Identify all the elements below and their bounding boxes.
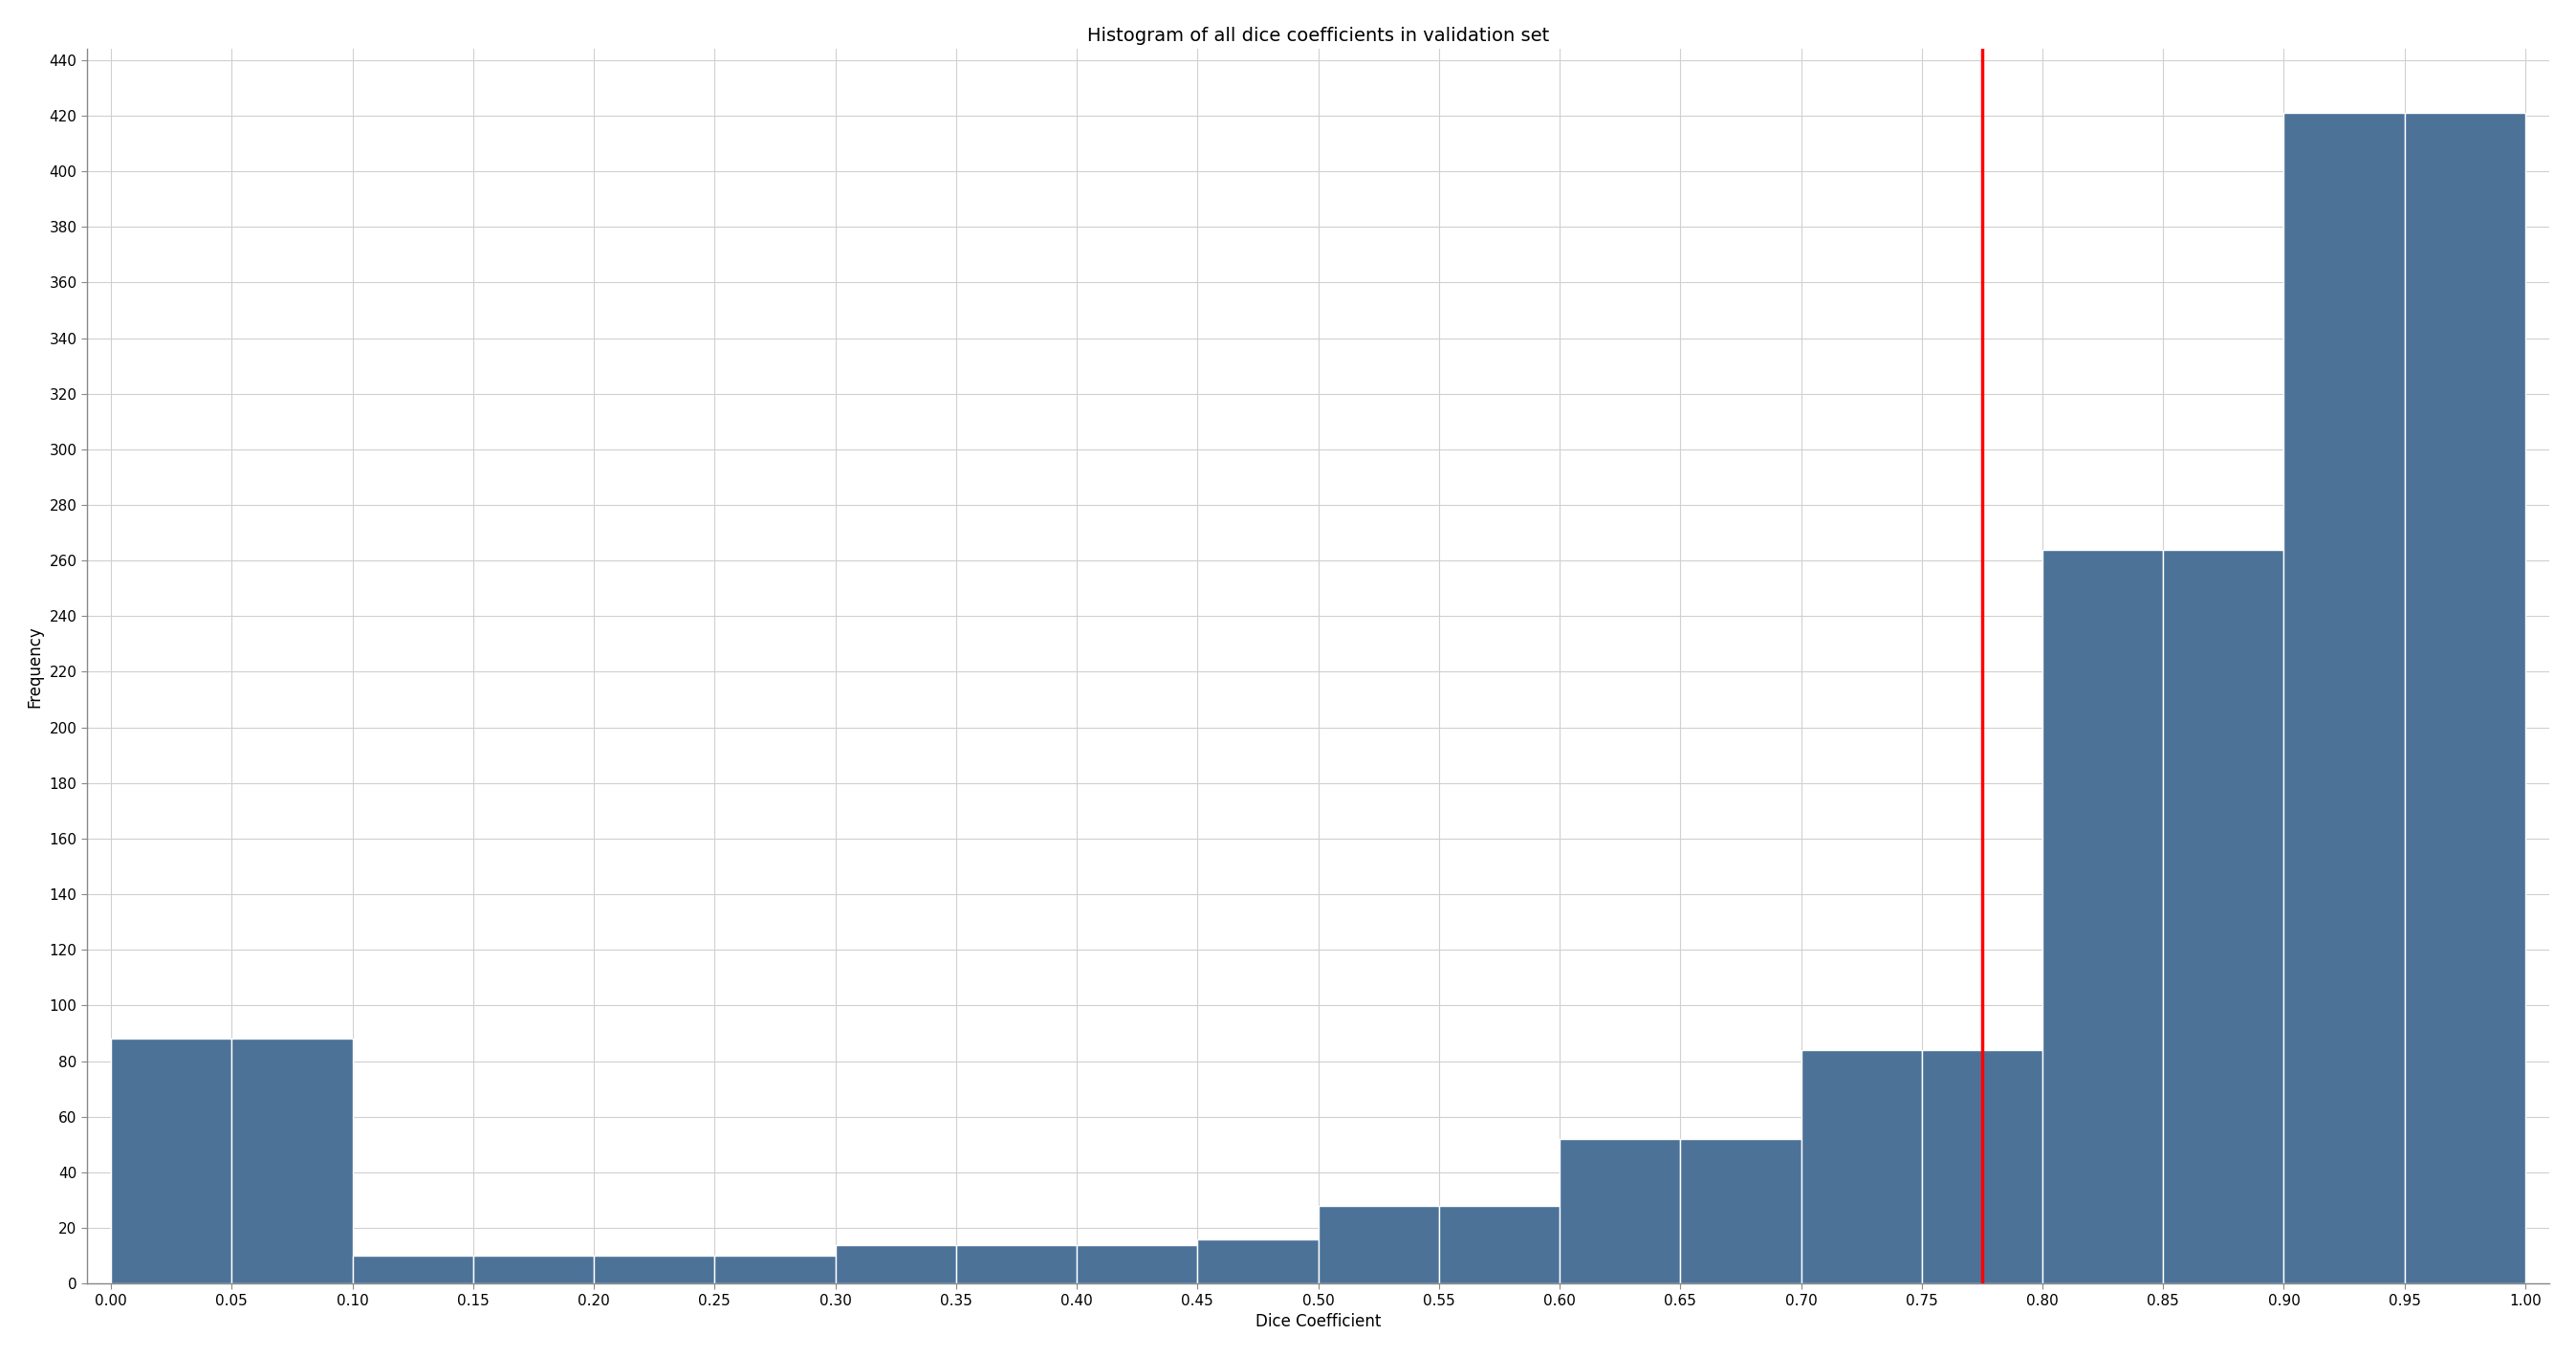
Bar bbox=[1801, 1050, 1922, 1284]
Bar bbox=[2285, 113, 2403, 1284]
X-axis label: Dice Coefficient: Dice Coefficient bbox=[1255, 1314, 1381, 1330]
Bar bbox=[474, 1255, 595, 1284]
Bar bbox=[1319, 1206, 1440, 1284]
Bar bbox=[2403, 113, 2524, 1284]
Bar bbox=[1440, 1206, 1558, 1284]
Bar bbox=[2043, 550, 2164, 1284]
Bar bbox=[835, 1244, 956, 1284]
Bar bbox=[714, 1255, 835, 1284]
Bar bbox=[595, 1255, 714, 1284]
Bar bbox=[111, 1039, 232, 1284]
Bar bbox=[1558, 1139, 1680, 1284]
Bar bbox=[1077, 1244, 1198, 1284]
Bar bbox=[353, 1255, 474, 1284]
Bar bbox=[1922, 1050, 2043, 1284]
Bar bbox=[1198, 1239, 1319, 1284]
Bar bbox=[2164, 550, 2285, 1284]
Bar bbox=[232, 1039, 353, 1284]
Bar bbox=[956, 1244, 1077, 1284]
Title: Histogram of all dice coefficients in validation set: Histogram of all dice coefficients in va… bbox=[1087, 27, 1548, 45]
Y-axis label: Frequency: Frequency bbox=[26, 626, 44, 707]
Bar bbox=[1680, 1139, 1801, 1284]
